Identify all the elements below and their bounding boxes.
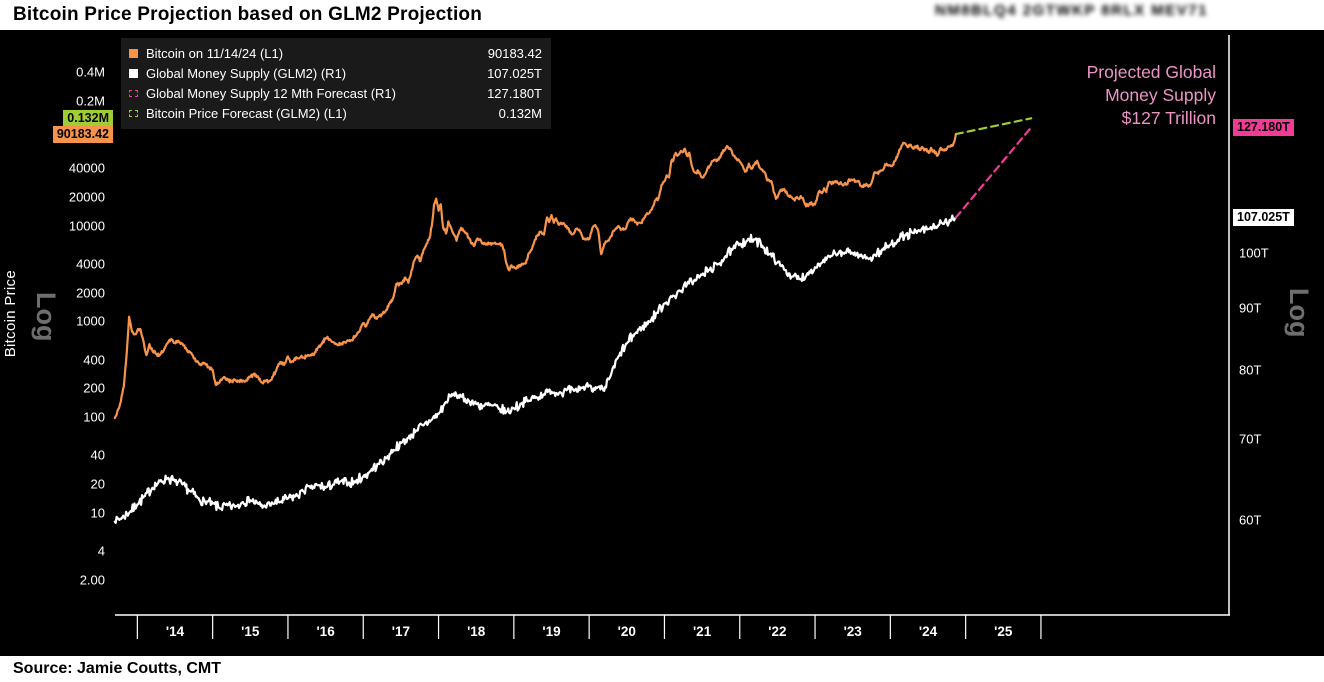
legend-value: 107.025T: [487, 65, 542, 81]
legend-value: 0.132M: [498, 105, 542, 121]
series-glm2-forecast: [954, 126, 1033, 219]
legend-marker-icon: [129, 89, 138, 97]
legend-item-0: Bitcoin on 11/14/24 (L1) 90183.42: [129, 43, 542, 63]
legend-marker-icon: [129, 109, 138, 117]
chart-title: Bitcoin Price Projection based on GLM2 P…: [13, 4, 483, 25]
legend-value: 90183.42: [487, 45, 542, 61]
right-log-scale-label: Log: [1284, 288, 1314, 338]
series-glm2: [113, 214, 958, 524]
obscured-terminal-text: NM8BLQ4 2GTWKP 8RLX MEV71: [934, 2, 1208, 19]
legend-label: Bitcoin on 11/14/24 (L1): [146, 45, 284, 61]
legend-item-1: Global Money Supply (GLM2) (R1) 107.025T: [129, 63, 542, 83]
legend-box: Bitcoin on 11/14/24 (L1) 90183.42 Global M…: [121, 38, 551, 129]
legend-label: Bitcoin Price Forecast (GLM2) (L1): [146, 105, 347, 121]
left-log-scale-label: Log: [31, 292, 61, 342]
annotation-line-2: Money Supply: [1105, 85, 1216, 105]
left-axis-title: Bitcoin Price: [2, 270, 19, 358]
series-bitcoin: [113, 132, 958, 420]
projection-annotation: Projected Global Money Supply $127 Trill…: [1087, 61, 1216, 130]
footer-bar: Source: Jamie Coutts, CMT: [0, 656, 1324, 682]
legend-label: Global Money Supply 12 Mth Forecast (R1): [146, 85, 396, 101]
legend-item-3: Bitcoin Price Forecast (GLM2) (L1) 0.132M: [129, 103, 542, 123]
legend-marker-icon: [129, 48, 138, 58]
legend-marker-icon: [129, 68, 138, 78]
plot-canvas: [113, 35, 1230, 639]
legend-value: 127.180T: [487, 85, 542, 101]
legend-item-2: Global Money Supply 12 Mth Forecast (R1)…: [129, 83, 542, 103]
source-text: Source: Jamie Coutts, CMT: [13, 660, 222, 677]
annotation-line-3: $127 Trillion: [1121, 108, 1216, 128]
series-bitcoin-forecast: [954, 117, 1033, 136]
header-bar: Bitcoin Price Projection based on GLM2 P…: [0, 0, 1324, 30]
annotation-line-1: Projected Global: [1086, 62, 1216, 82]
chart-area: Bitcoin Price Log Log 0.4M 0.2M 40000 20000…: [0, 30, 1324, 656]
legend-label: Global Money Supply (GLM2) (R1): [146, 65, 347, 81]
